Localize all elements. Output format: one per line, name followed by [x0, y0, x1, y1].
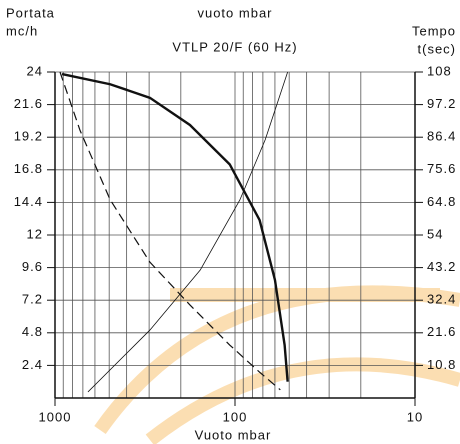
y2-tick-label: 86.4	[427, 129, 456, 144]
y-tick-label: 14.4	[14, 194, 43, 209]
y-tick-label: 16.8	[14, 161, 43, 176]
x-tick-label: 100	[223, 409, 248, 424]
y-label: Portata	[6, 5, 55, 20]
y2-tick-label: 10.8	[427, 357, 456, 372]
series-line	[87, 71, 289, 393]
y2-tick-label: 108	[427, 63, 452, 78]
chart-title: VTLP 20/F (60 Hz)	[172, 39, 297, 54]
y2-tick-label: 43.2	[427, 259, 456, 274]
y2-tick-label: 64.8	[427, 194, 456, 209]
y2-tick-label: 54	[427, 226, 443, 241]
series-line	[61, 72, 289, 382]
x-tick-label: 1000	[39, 409, 72, 424]
watermark-arc	[145, 357, 460, 444]
y2-tick-label: 75.6	[427, 161, 456, 176]
y2-tick-label: 21.6	[427, 324, 456, 339]
y-tick-label: 19.2	[14, 129, 43, 144]
y-tick-label: 7.2	[22, 292, 43, 307]
series-line	[59, 71, 281, 391]
y2-label: t(sec)	[418, 41, 457, 56]
y2-tick-label: 32.4	[427, 292, 456, 307]
watermark	[94, 285, 460, 444]
y-tick-label: 4.8	[22, 324, 43, 339]
y-tick-label: 24	[27, 63, 43, 78]
y-tick-label: 9.6	[22, 259, 43, 274]
y-tick-label: 21.6	[14, 96, 43, 111]
y-label: mc/h	[6, 23, 38, 38]
y2-tick-label: 97.2	[427, 96, 456, 111]
x-tick-label: 10	[407, 409, 423, 424]
x-label: Vuoto mbar	[195, 427, 272, 442]
y-tick-label: 12	[27, 226, 43, 241]
y-tick-label: 2.4	[22, 357, 43, 372]
y2-label: Tempo	[412, 23, 456, 38]
top-axis-label: vuoto mbar	[197, 5, 272, 20]
